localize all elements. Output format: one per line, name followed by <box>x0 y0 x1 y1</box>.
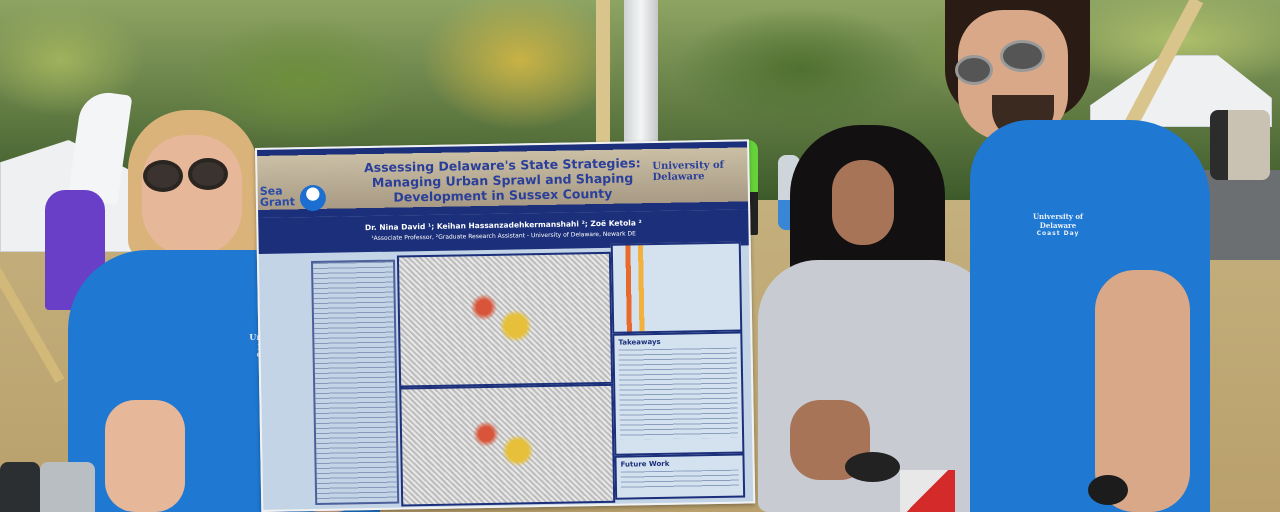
poster-map-bottom <box>399 383 616 507</box>
wristwatch-icon <box>1088 475 1128 505</box>
sunglasses-icon <box>143 160 183 192</box>
person-left-face <box>142 135 242 255</box>
sunglasses-held-icon <box>845 452 900 482</box>
university-logo: University of Delaware <box>652 159 725 184</box>
poster-map-top <box>396 251 614 388</box>
takeaways-text <box>618 347 739 440</box>
poster-chart-panel <box>610 241 743 334</box>
shirt-event-text: Coast Day <box>1036 230 1080 237</box>
poster-title: Assessing Delaware's State Strategies: M… <box>363 155 641 205</box>
poster-left-column <box>310 259 400 506</box>
poster-future-work-panel: Future Work <box>614 453 746 500</box>
person-right-arm <box>1095 270 1190 512</box>
wooden-pole <box>596 0 610 150</box>
future-work-text <box>620 469 740 490</box>
water-bottle <box>0 462 40 512</box>
shirt-logo: University of Delaware Coast Day <box>1028 212 1088 237</box>
tent-pole <box>624 0 658 150</box>
research-poster: Sea Grant Assessing Delaware's State Str… <box>255 139 756 512</box>
sunglasses-icon <box>188 158 228 190</box>
red-white-bag <box>900 470 955 512</box>
sea-grant-logo: Sea Grant <box>259 184 296 209</box>
person-left-arm <box>105 400 185 512</box>
poster-takeaways-panel: Takeaways <box>612 331 745 456</box>
sunglasses-icon <box>1000 40 1045 72</box>
sunglasses-icon <box>955 55 993 85</box>
poster-banner: Sea Grant Assessing Delaware's State Str… <box>257 141 749 218</box>
person-middle-face <box>832 160 894 245</box>
background-people-right <box>1210 110 1270 180</box>
chair <box>40 462 95 512</box>
noaa-logo-icon <box>299 184 327 212</box>
shirt-brand-text: University of Delaware <box>1032 212 1084 230</box>
road <box>1200 170 1280 260</box>
